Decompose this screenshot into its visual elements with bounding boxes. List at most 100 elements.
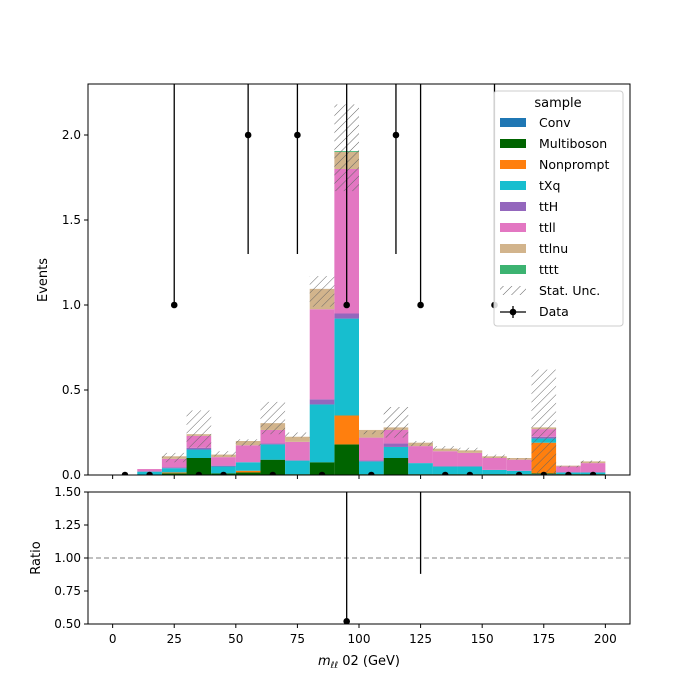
bar-txq-14 [457,466,483,475]
main-y-tick-label: 1.0 [62,298,81,312]
x-axis-label: mℓℓ 02 (GeV) [318,654,400,671]
data-point-19 [589,471,597,475]
bar-tth-4 [211,465,236,467]
stat-unc-band-5 [235,439,261,447]
bar-txq-10 [359,461,384,475]
stat-unc-band-4 [211,451,236,457]
legend-label-ttll: ttll [539,220,556,235]
bar-tth-6 [260,443,286,445]
legend-swatch-multiboson [500,139,526,148]
stat-unc-band-11 [383,407,409,438]
x-tick-label: 75 [290,632,305,646]
bar-ttlnu-13 [432,448,458,452]
legend-swatch-tttt [500,265,526,274]
legend-label-multiboson: Multiboson [539,136,607,151]
legend-label-tttt: tttt [539,262,559,277]
bar-ttll-7 [285,441,310,461]
bar-txq-5 [235,462,261,471]
bar-txq-2 [161,468,187,473]
data-point-0 [121,471,129,475]
bar-nonprompt-2 [161,472,187,474]
bar-ttlnu-7 [285,436,310,442]
bar-multiboson-5 [235,472,261,475]
legend-label-conv: Conv [539,115,571,130]
stat-unc-band-18 [556,465,581,468]
bar-txq-7 [285,460,310,475]
bar-txq-6 [260,444,286,460]
data-point-6 [269,471,277,475]
stat-unc-band-16 [506,458,532,460]
bar-txq-12 [408,463,433,475]
main-y-tick-label: 2.0 [62,128,81,142]
bar-tth-11 [383,443,409,447]
legend-swatch-txq [500,181,526,190]
ratio-y-ticks: 0.50 0.75 1.00 1.25 1.50 [54,485,88,631]
data-point-9 [343,301,350,309]
legend-label-ttlnu: ttlnu [539,241,568,256]
bar-ttll-15 [482,458,507,470]
bar-txq-4 [211,466,236,474]
legend-label-tth: ttH [539,199,558,214]
bar-txq-9 [334,318,359,416]
bar-multiboson-9 [334,444,359,475]
stat-unc-band-10 [359,430,384,435]
stat-unc-band-15 [482,454,507,458]
data-point-8 [318,471,326,475]
legend-swatch-stat-unc [500,286,526,295]
bar-ttll-2 [161,458,187,468]
data-point-10 [368,471,375,475]
legend-data-marker [509,308,517,316]
bar-multiboson-2 [161,473,187,475]
stat-unc-band-17 [531,369,557,475]
bar-multiboson-11 [383,458,409,475]
stat-unc-band-13 [432,446,458,450]
ratio-points [343,492,422,624]
x-tick-label: 175 [532,632,555,646]
data-point-1 [146,471,153,475]
x-tick-label: 0 [109,632,117,646]
bar-tth-8 [309,399,335,405]
main-y-ticks: 0.0 0.5 1.0 1.5 2.0 [62,128,88,482]
legend-swatch-ttlnu [500,244,526,253]
x-tick-label: 25 [167,632,182,646]
ratio-y-tick-label: 0.50 [54,617,81,631]
main-y-tick-label: 0.5 [62,383,81,397]
stat-uncertainty-bands [161,104,606,475]
ratio-y-tick-label: 1.25 [54,518,81,532]
data-point-12 [417,301,424,309]
bar-ttll-19 [580,463,606,473]
data-point-17 [540,471,548,475]
main-y-tick-label: 0.0 [62,468,81,482]
data-point-13 [441,471,449,475]
legend-swatch-conv [500,118,526,127]
data-point-11 [392,131,400,139]
bar-ttll-4 [211,457,236,466]
ratio-x-ticks: 0 25 50 75 100 125 150 175 200 [109,624,617,646]
bar-multiboson-3 [186,458,212,475]
data-point-5 [244,131,252,139]
bar-tth-10 [359,460,384,462]
x-tick-label: 150 [471,632,494,646]
ratio-panel: 0.50 0.75 1.00 1.25 1.50 0 25 50 75 100 125 150 175… [29,485,631,671]
x-tick-label: 100 [348,632,371,646]
main-y-axis-label: Events [36,258,51,302]
bar-ttll-14 [457,452,483,467]
bar-ttll-13 [432,451,458,467]
legend-swatch-nonprompt [500,160,526,169]
ratio-y-tick-label: 1.50 [54,485,81,499]
ratio-point-0 [343,618,350,624]
bar-ttll-1 [137,469,162,472]
bar-multiboson-8 [309,462,335,475]
stat-unc-band-8 [309,276,335,307]
bar-ttll-5 [235,445,261,463]
legend-title: sample [534,96,581,111]
bar-txq-13 [432,466,458,475]
bar-txq-15 [482,469,507,475]
stat-unc-band-14 [457,447,483,452]
bar-txq-8 [309,404,335,463]
main-y-tick-label: 1.5 [62,213,81,227]
legend-frame [493,90,624,327]
x-tick-label: 200 [594,632,617,646]
bar-nonprompt-9 [334,415,359,445]
legend: sample Conv Multiboson Nonprompt tXq ttH ttll… [493,90,624,327]
